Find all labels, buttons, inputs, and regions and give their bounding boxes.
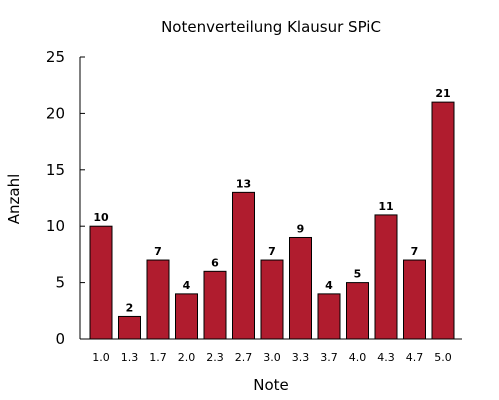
data-label: 11 xyxy=(378,200,393,213)
y-axis-label: Anzahl xyxy=(5,174,23,225)
plot-area: 0 5 10 15 20 25 10 1.0 2 1.3 7 1.7 4 2.0 6 2.3 13 2.7 7 3.0… xyxy=(46,48,462,364)
x-tick-label: 3.0 xyxy=(263,351,281,364)
x-tick-label: 2.0 xyxy=(178,351,196,364)
y-tick-label: 20 xyxy=(46,104,65,122)
bar xyxy=(89,225,113,340)
data-label: 7 xyxy=(268,245,276,258)
bar xyxy=(431,101,455,340)
bar xyxy=(175,293,198,340)
data-label: 10 xyxy=(93,211,109,224)
data-label: 13 xyxy=(236,177,251,190)
data-label: 7 xyxy=(154,245,162,258)
data-label: 21 xyxy=(435,87,450,100)
bar xyxy=(260,259,284,340)
y-tick-label: 0 xyxy=(55,330,65,348)
data-label: 5 xyxy=(354,268,362,281)
data-label: 9 xyxy=(297,222,305,235)
bar xyxy=(403,259,426,340)
x-tick-label: 4.3 xyxy=(377,351,395,364)
x-tick-label: 4.7 xyxy=(406,351,424,364)
x-tick-label: 1.3 xyxy=(121,351,139,364)
bar xyxy=(374,214,398,340)
x-tick-label: 3.3 xyxy=(292,351,310,364)
data-label: 4 xyxy=(183,279,191,292)
x-tick-label: 1.0 xyxy=(92,351,110,364)
bar xyxy=(317,293,341,340)
x-tick-label: 4.0 xyxy=(349,351,367,364)
x-tick-label: 2.3 xyxy=(206,351,224,364)
bar xyxy=(203,270,227,340)
bar xyxy=(346,282,369,340)
bar xyxy=(232,191,255,340)
data-label: 6 xyxy=(211,256,219,269)
x-axis-label: Note xyxy=(253,376,289,394)
bar xyxy=(289,236,312,340)
x-tick-label: 2.7 xyxy=(235,351,253,364)
x-tick-label: 3.7 xyxy=(320,351,338,364)
data-label: 4 xyxy=(325,279,333,292)
x-tick-label: 5.0 xyxy=(434,351,452,364)
bar xyxy=(118,315,141,340)
data-label: 2 xyxy=(126,301,134,314)
chart-title: Notenverteilung Klausur SPiC xyxy=(161,18,381,36)
data-label: 7 xyxy=(411,245,419,258)
y-tick-label: 5 xyxy=(55,274,65,292)
x-tick-label: 1.7 xyxy=(149,351,167,364)
bar xyxy=(146,259,170,340)
y-tick-label: 15 xyxy=(46,161,65,179)
y-tick-label: 25 xyxy=(46,48,65,66)
y-tick-label: 10 xyxy=(46,217,65,235)
